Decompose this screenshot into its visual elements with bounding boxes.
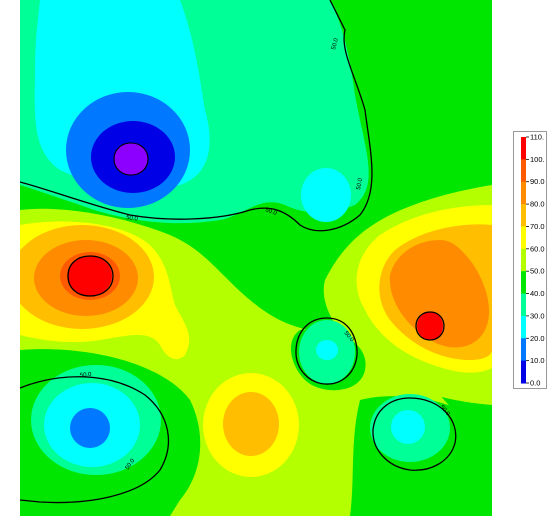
band-80-90-lower-center [223, 392, 279, 456]
legend-tick-label: 110. [530, 133, 544, 142]
legend-swatch [521, 226, 526, 250]
contour-label: 50.0 [80, 372, 93, 379]
band-20-30-lower-left [70, 408, 110, 448]
contour-label: 50.0 [331, 37, 340, 50]
legend-tick-label: 100. [530, 155, 545, 164]
legend-tick-label: 10.0 [530, 356, 545, 365]
band-0-10-upper-left [114, 143, 148, 175]
legend-swatch [521, 137, 526, 160]
legend-tick-label: 80.0 [530, 200, 545, 209]
legend-tick-label: 60.0 [530, 244, 545, 253]
band-30-40-lower-right [391, 410, 425, 444]
legend-tick-label: 20.0 [530, 334, 545, 343]
contour-line-center [295, 317, 358, 385]
contour-line-lower-left [20, 376, 170, 504]
legend-tick-label: 50.0 [530, 267, 545, 276]
legend-swatch [521, 315, 526, 339]
contour-line-left-peak [67, 255, 114, 297]
legend-swatch [521, 338, 526, 362]
legend-swatch [521, 204, 526, 227]
legend-tick-label: 30.0 [530, 311, 545, 320]
legend-swatch [521, 293, 526, 317]
contour-label: 50.0 [125, 458, 137, 472]
legend-swatch [521, 360, 526, 384]
legend-frame [513, 131, 547, 389]
band-30-40-center [316, 340, 338, 360]
legend-swatch [521, 159, 526, 183]
legend-swatch [521, 271, 526, 295]
legend-tick-label: 40.0 [530, 289, 545, 298]
band-30-40-upper-center [301, 168, 351, 222]
color-legend: 110. 100. 90.0 80.0 70.0 60.0 50.0 40.0 30.0 20.0… [513, 131, 547, 389]
contour-line-upper [20, 0, 373, 232]
legend-tick-label: 90.0 [530, 177, 545, 186]
legend-swatch [521, 248, 526, 272]
band-110-right [417, 312, 443, 340]
legend-tick-label: 0.0 [530, 379, 540, 388]
band-90-100-right [389, 240, 490, 348]
contour-line-upper-left-min [113, 142, 149, 176]
contour-line-right-peak [415, 311, 445, 341]
contour-line-lower-right [372, 397, 457, 471]
legend-swatch [521, 181, 526, 205]
legend-tick-label: 70.0 [530, 222, 545, 231]
contour-label: 50.0 [356, 177, 364, 190]
contour-label: 50.0 [264, 207, 278, 217]
band-110-left [68, 256, 112, 296]
contour-plot: 50.0 50.0 50.0 50.0 50.0 50.0 50.0 50.0 [20, 0, 492, 516]
contour-label: 50.0 [126, 215, 139, 223]
